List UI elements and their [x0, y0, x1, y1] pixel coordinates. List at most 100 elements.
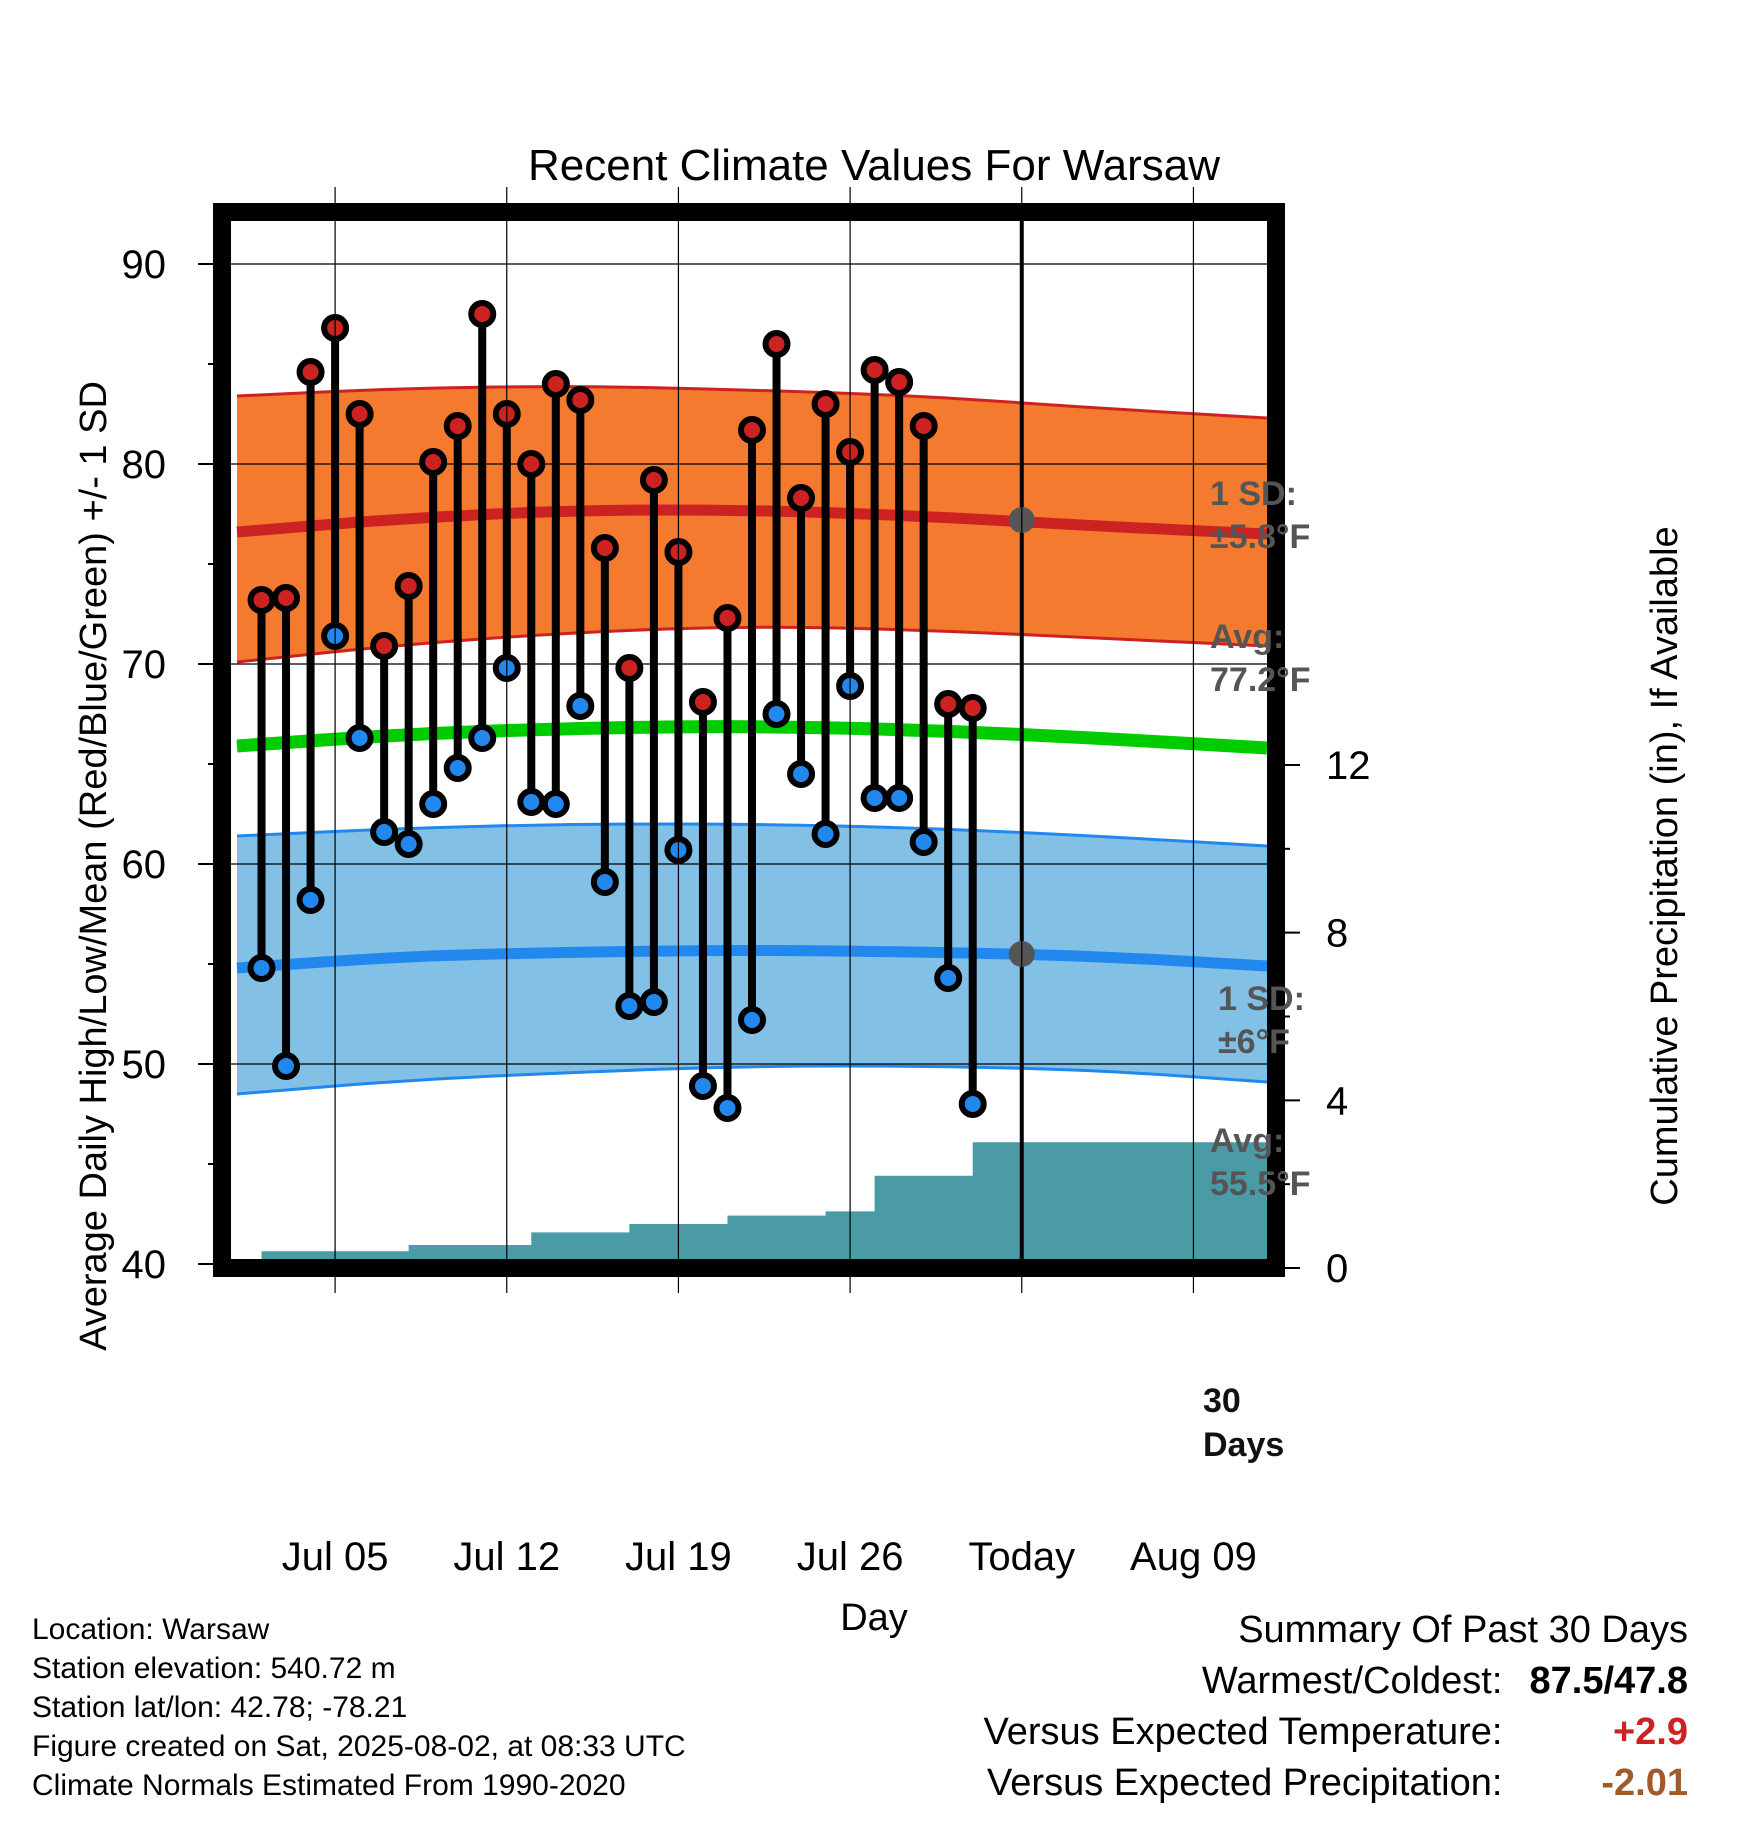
daily-high-point	[639, 466, 668, 494]
daily-low-point	[738, 1006, 766, 1034]
chart-title: Recent Climate Values For Warsaw	[528, 141, 1220, 190]
daily-low-point	[566, 692, 595, 720]
y-tick-label: 80	[122, 443, 167, 487]
daily-high-point	[688, 688, 717, 716]
high-upper-line	[236, 385, 1268, 420]
daily-high-point	[272, 584, 301, 612]
x-tick-label: Jul 19	[625, 1535, 732, 1579]
annotations: 1 SD: ±5.8°F Avg: 77.2°F 1 SD: ±6°F Avg:…	[1203, 475, 1311, 1464]
x-axis-ticks: Jul 05 Jul 12 Jul 19 Jul 26 Today Aug 09	[282, 1535, 1257, 1579]
summary-panel: Summary Of Past 30 Days Warmest/Coldest:…	[984, 1605, 1688, 1809]
y-tick-label: 50	[122, 1043, 167, 1087]
daily-low-point	[590, 868, 619, 896]
latlon-text: Station lat/lon: 42.78; -78.21	[32, 1691, 408, 1724]
daily-low-point	[345, 724, 374, 752]
daily-low-point	[296, 886, 325, 914]
plot-interior	[222, 212, 1276, 1268]
precip-label: Versus Expected Precipitation:	[987, 1762, 1503, 1804]
x-tick-label: Aug 09	[1130, 1535, 1257, 1579]
temp-row: Versus Expected Temperature: +2.9	[984, 1707, 1688, 1758]
daily-high-point	[860, 356, 889, 384]
precip-label-top: 30	[1203, 1382, 1241, 1420]
daily-high-point	[345, 400, 374, 428]
daily-high-point	[590, 534, 619, 562]
created-text: Figure created on Sat, 2025-08-02, at 08…	[32, 1730, 686, 1763]
daily-low-point	[885, 784, 914, 812]
daily-low-point	[762, 700, 791, 728]
daily-high-point	[762, 330, 791, 358]
low-lower-line	[236, 1064, 1268, 1096]
temp-label: Versus Expected Temperature:	[983, 1711, 1503, 1753]
y-tick-label: 40	[122, 1243, 167, 1287]
y-tick-label: 90	[122, 243, 167, 287]
elevation-text: Station elevation: 540.72 m	[32, 1652, 396, 1685]
precip-label-bottom: Days	[1203, 1426, 1284, 1464]
high-lower-line	[236, 625, 1268, 664]
daily-high-point	[517, 450, 546, 478]
daily-high-point	[615, 654, 644, 682]
daily-low-point	[639, 988, 668, 1016]
daily-low-point	[419, 790, 448, 818]
daily-low-point	[958, 1090, 987, 1118]
y2-tick-label: 8	[1326, 912, 1348, 956]
y2-tick-label: 12	[1326, 744, 1371, 788]
x-axis-label: Day	[840, 1597, 908, 1639]
daily-low-point	[615, 992, 644, 1020]
station-info: Location: Warsaw Station elevation: 540.…	[32, 1610, 686, 1805]
daily-high-point	[909, 412, 938, 440]
daily-low-point	[370, 818, 399, 846]
daily-high-point	[958, 694, 987, 722]
high-sd-value: ±5.8°F	[1210, 518, 1310, 556]
daily-high-point	[247, 586, 276, 614]
y2-axis-label: Cumulative Precipitation (in), If Availa…	[1644, 526, 1686, 1205]
daily-high-point	[468, 300, 497, 328]
daily-high-point	[394, 572, 423, 600]
daily-low-point	[443, 754, 472, 782]
daily-low-point	[541, 790, 570, 818]
x-tick-label: Jul 12	[453, 1535, 560, 1579]
high-sd-label: 1 SD:	[1210, 475, 1297, 513]
daily-high-point	[713, 604, 742, 632]
daily-high-point	[296, 358, 325, 386]
x-tick-label: Jul 05	[282, 1535, 389, 1579]
summary-title: Summary Of Past 30 Days	[1238, 1609, 1688, 1651]
daily-high-point	[787, 484, 816, 512]
daily-high-point	[541, 370, 570, 398]
daily-low-point	[688, 1072, 717, 1100]
temp-value: +2.9	[1612, 1711, 1688, 1753]
daily-high-point	[419, 448, 448, 476]
warm-cold-row: Warmest/Coldest: 87.5/47.8	[984, 1656, 1688, 1707]
daily-low-point	[713, 1094, 742, 1122]
daily-high-point	[738, 416, 766, 444]
daily-low-point	[934, 964, 963, 992]
daily-low-point	[468, 724, 497, 752]
warm-cold-label: Warmest/Coldest:	[1201, 1660, 1503, 1702]
daily-low-point	[272, 1052, 301, 1080]
high-avg-value: 77.2°F	[1210, 661, 1311, 699]
x-tick-label: Jul 26	[797, 1535, 904, 1579]
y-tick-label: 70	[122, 643, 167, 687]
daily-high-point	[934, 690, 963, 718]
daily-high-point	[811, 390, 840, 418]
low-upper-line	[236, 822, 1268, 848]
location-text: Location: Warsaw	[32, 1613, 270, 1646]
low-avg-value: 55.5°F	[1210, 1165, 1311, 1203]
precip-value: -2.01	[1601, 1762, 1688, 1804]
low-avg-label: Avg:	[1210, 1122, 1284, 1160]
normals-text: Climate Normals Estimated From 1990-2020	[32, 1769, 626, 1802]
plot-frame	[213, 203, 1285, 1277]
daily-high-point	[370, 632, 399, 660]
daily-low-point	[247, 954, 276, 982]
daily-high-point	[885, 368, 914, 396]
daily-low-point	[811, 820, 840, 848]
x-tick-label: Today	[968, 1535, 1075, 1579]
daily-low-point	[517, 788, 546, 816]
precip-row: Versus Expected Precipitation: -2.01	[984, 1758, 1688, 1809]
y2-tick-label: 4	[1326, 1079, 1348, 1123]
daily-high-point	[443, 412, 472, 440]
y2-axis-ticks: 0 4 8 12	[1276, 744, 1371, 1291]
high-avg-label: Avg:	[1210, 618, 1284, 656]
daily-high-point	[566, 386, 595, 414]
y2-tick-label: 0	[1326, 1247, 1348, 1291]
